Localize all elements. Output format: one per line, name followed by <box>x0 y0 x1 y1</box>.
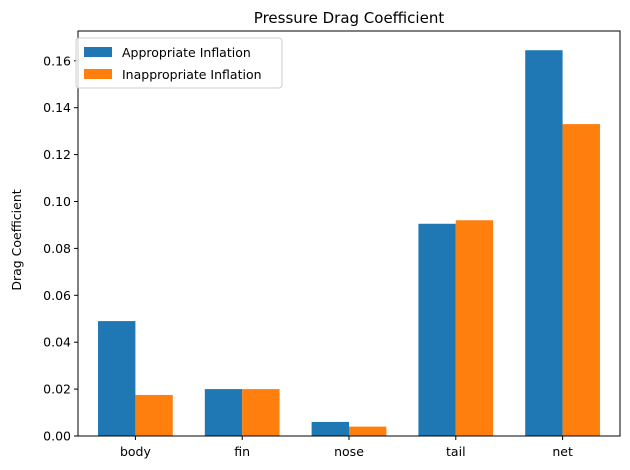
y-tick-label: 0.10 <box>43 194 71 209</box>
bar-nose-series-1 <box>349 426 387 436</box>
bars-layer <box>98 50 600 436</box>
x-tick-label-body: body <box>120 444 152 459</box>
bar-body-series-1 <box>135 394 173 436</box>
bar-net-series-1 <box>562 124 600 436</box>
bar-fin-series-0 <box>204 389 243 436</box>
legend-box <box>75 37 283 89</box>
legend-swatch-1 <box>84 69 112 79</box>
y-tick-label: 0.04 <box>43 335 71 350</box>
bar-body-series-0 <box>98 321 136 436</box>
y-tick-label: 0.14 <box>43 100 71 115</box>
bar-tail-series-1 <box>455 220 494 436</box>
x-tick-label-nose: nose <box>334 444 364 459</box>
y-tick-label: 0.06 <box>43 288 71 303</box>
y-tick-label: 0.08 <box>43 241 71 256</box>
axes-layer: 0.00 0.02 0.04 0.06 0.08 0.10 0.12 0.14 0.16 body… <box>43 30 621 459</box>
y-tick-label: 0.00 <box>43 429 71 444</box>
legend: Appropriate Inflation Inappropriate Infla… <box>75 37 283 89</box>
y-axis-label: Drag Coefficient <box>9 189 24 290</box>
legend-label-0: Appropriate Inflation <box>122 45 251 60</box>
bar-fin-series-1 <box>242 389 280 436</box>
chart-title: Pressure Drag Coefficient <box>254 9 445 27</box>
bar-nose-series-0 <box>311 421 349 436</box>
x-tick-label-net: net <box>552 444 573 459</box>
bar-net-series-0 <box>525 50 563 436</box>
bar-tail-series-0 <box>418 223 456 436</box>
legend-swatch-0 <box>84 47 112 57</box>
y-tick-label: 0.12 <box>43 147 71 162</box>
x-tick-label-fin: fin <box>234 444 250 459</box>
x-tick-label-tail: tail <box>446 444 466 459</box>
y-tick-label: 0.02 <box>43 382 71 397</box>
legend-label-1: Inappropriate Inflation <box>122 67 262 82</box>
y-tick-label: 0.16 <box>43 53 71 68</box>
